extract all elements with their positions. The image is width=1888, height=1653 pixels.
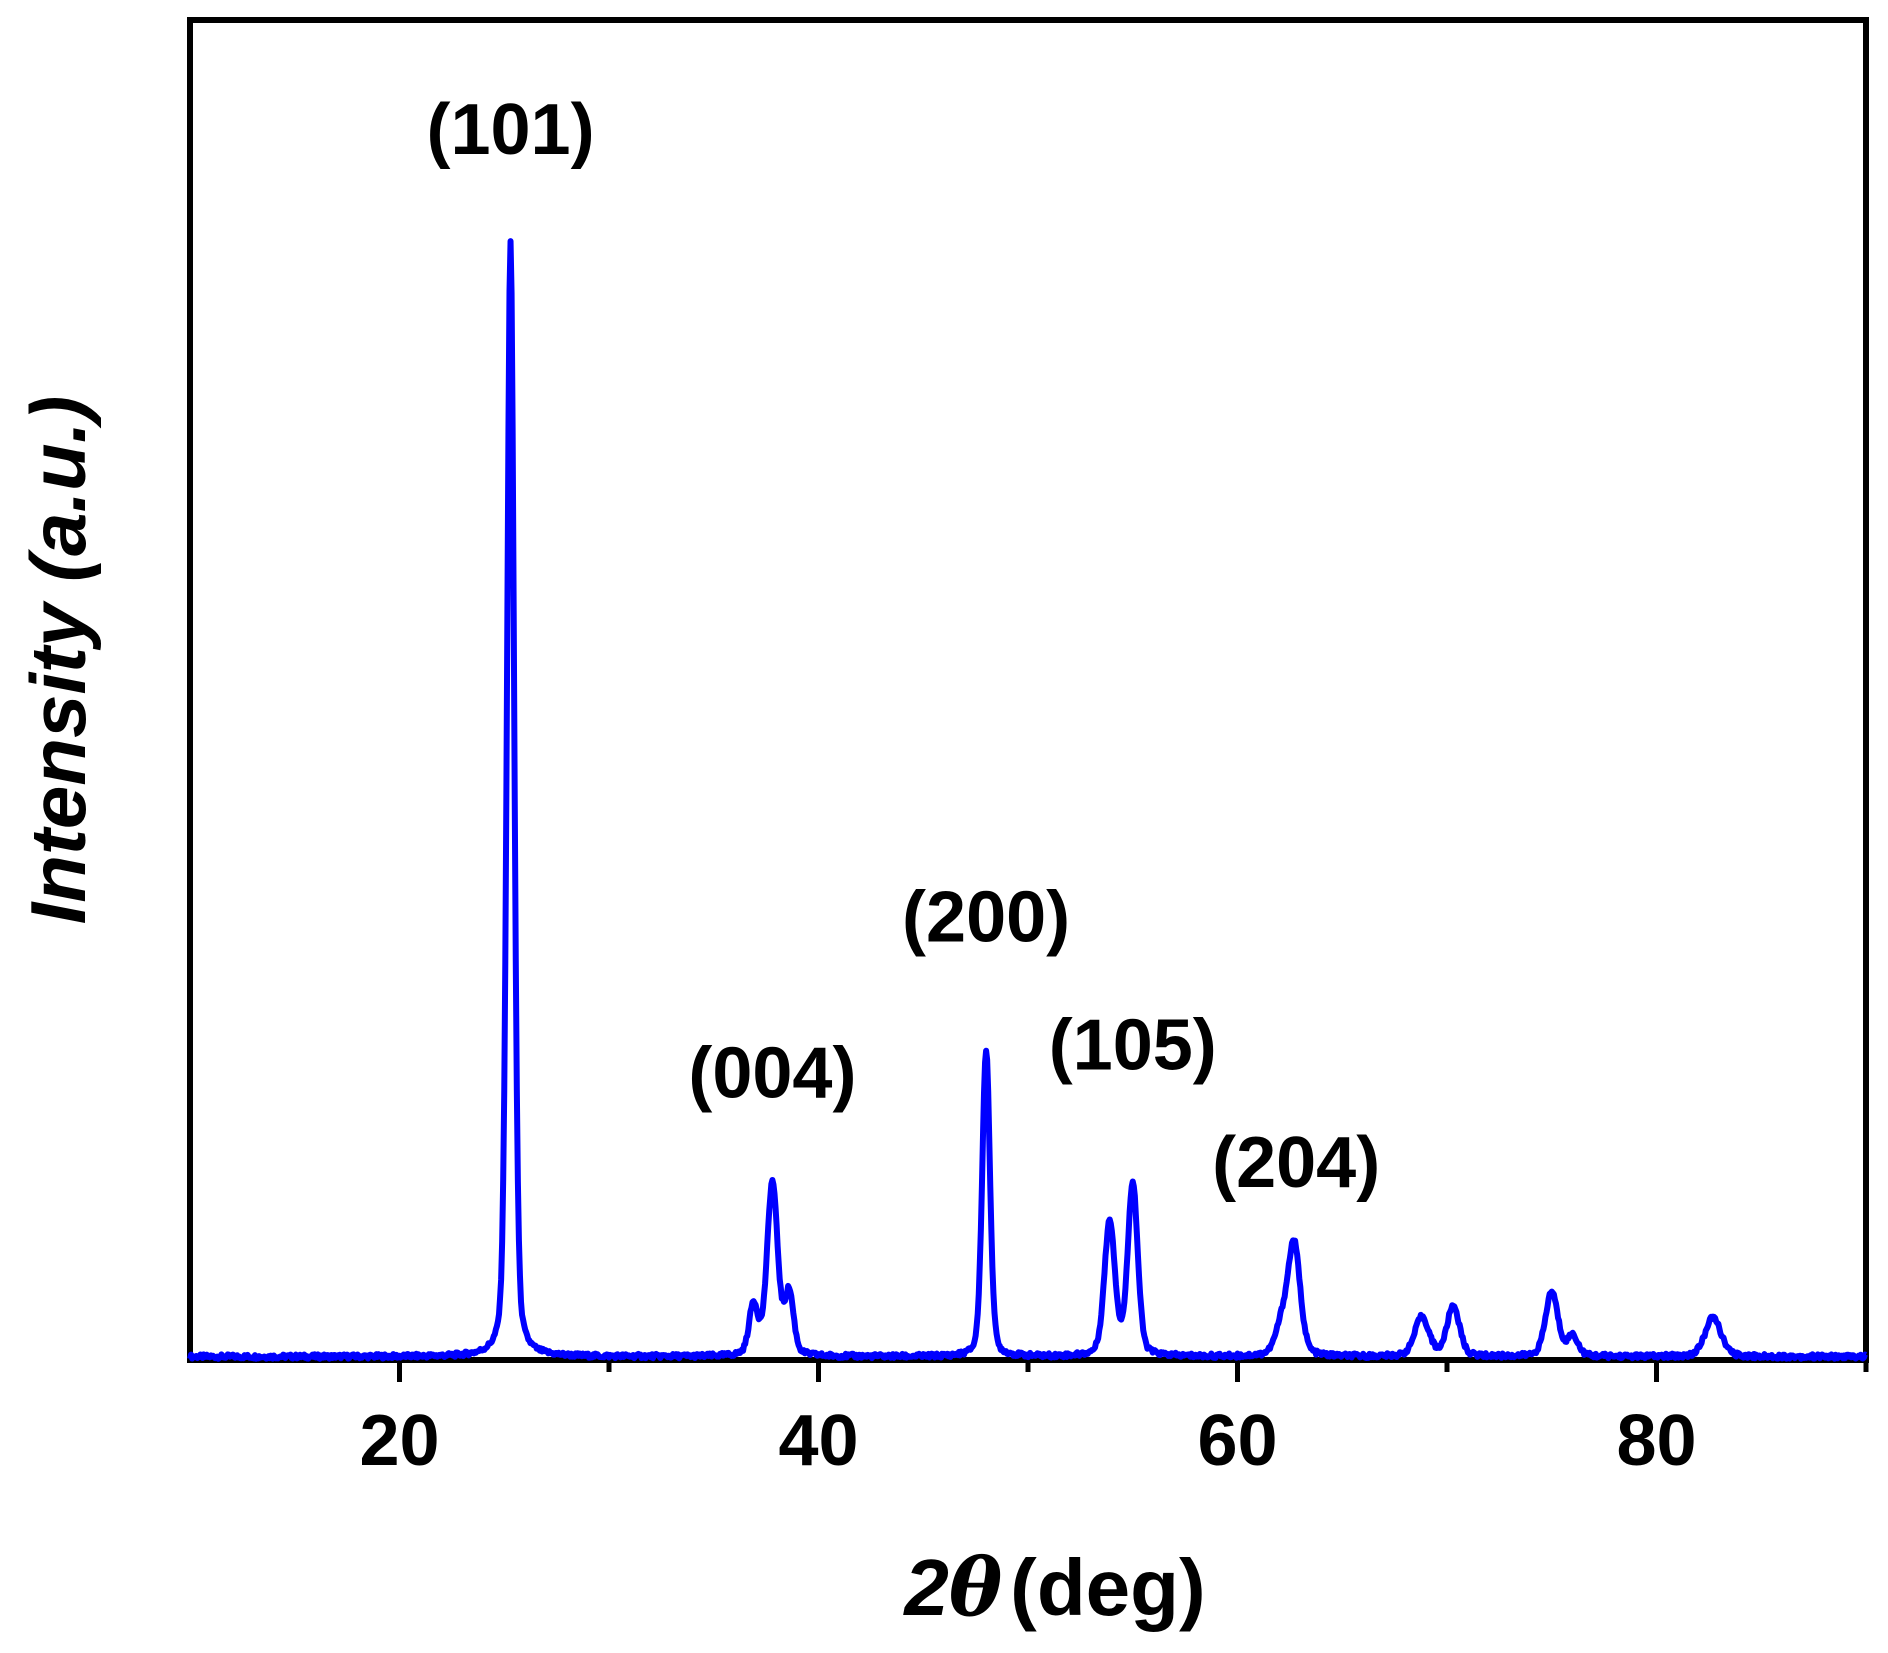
peak-label: (204) (1212, 1123, 1380, 1203)
x-axis-label: 2θ (deg) (902, 1540, 1205, 1634)
x-axis-ticks (397, 1360, 1869, 1382)
peak-label: (105) (1049, 1006, 1217, 1086)
peak-label: (200) (902, 877, 1070, 957)
x-tick-label: 40 (778, 1401, 858, 1481)
peak-label: (004) (688, 1034, 856, 1114)
x-axis-label-unit: (deg) (1010, 1543, 1206, 1632)
plot-frame (187, 17, 1869, 1363)
xrd-pattern-line (187, 238, 1868, 1362)
x-tick-label: 60 (1197, 1401, 1277, 1481)
series-layer (187, 238, 1868, 1362)
peak-label: (101) (426, 90, 594, 170)
x-axis-tick-labels: 20 40 60 80 (359, 1401, 1696, 1481)
x-axis-label-prefix: 2 (902, 1543, 949, 1632)
x-tick-label: 20 (359, 1401, 439, 1481)
x-axis-label-symbol: θ (949, 1540, 1003, 1634)
y-axis-label: Intensity (a.u.) (14, 396, 102, 925)
peak-annotations: (101) (004) (200) (105) (204) (426, 90, 1380, 1203)
x-tick-label: 80 (1616, 1401, 1696, 1481)
